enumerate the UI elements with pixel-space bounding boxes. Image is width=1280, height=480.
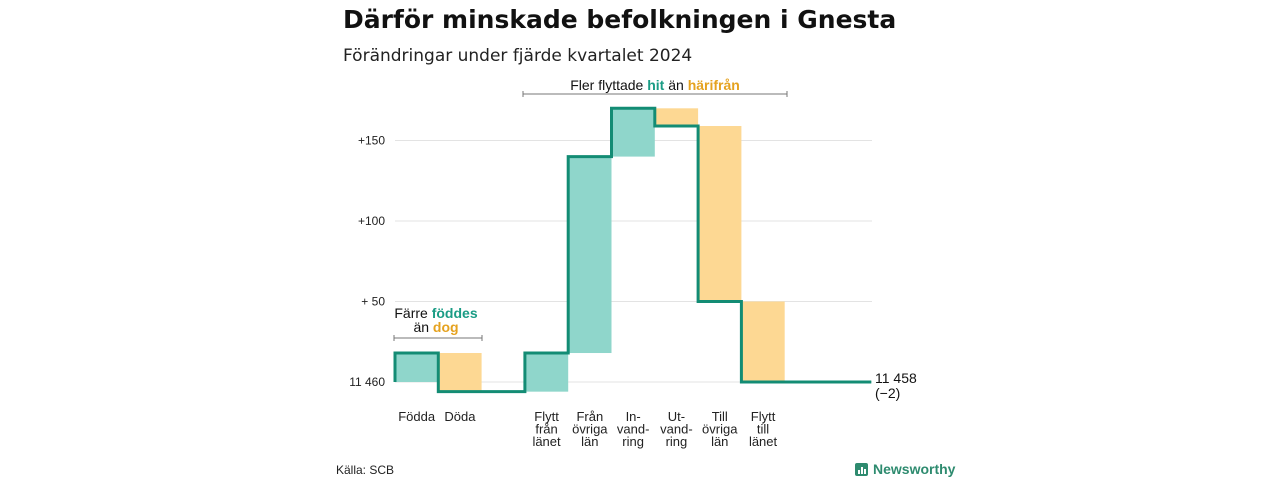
x-label-7-1: övriga — [702, 422, 738, 437]
svg-text:Färre föddes: Färre föddes — [394, 305, 477, 321]
bar-5 — [611, 108, 655, 157]
y-tick-label-0: 11 460 — [349, 375, 385, 389]
annotation-births-text: Färre — [394, 305, 428, 321]
x-axis-labels: Födda Döda FlyttfrånlänetFrånövrigalänIn-v… — [398, 409, 777, 449]
bar-3 — [524, 353, 569, 392]
end-change-label: (−2) — [875, 385, 900, 401]
brand-name: Newsworthy — [873, 461, 956, 477]
gridlines — [395, 140, 872, 383]
x-label-4-1: övriga — [572, 422, 608, 437]
bar-4 — [568, 156, 612, 354]
annotation-migration-than: än — [668, 77, 684, 93]
x-label-4-2: län — [581, 434, 598, 449]
annotation-migration-hit: hit — [647, 77, 664, 93]
cumulative-step-line — [393, 106, 872, 394]
svg-text:Fler flyttade hit: Fler flyttade hit än härifrån — [570, 77, 740, 93]
x-label-3-2: länet — [532, 434, 561, 449]
x-label-6-0: Ut- — [668, 409, 685, 424]
annotation-births-text2: än — [413, 319, 429, 335]
x-label-5-1: vand- — [617, 422, 650, 437]
x-label-7-2: län — [711, 434, 728, 449]
x-label-8-2: länet — [749, 434, 778, 449]
bar-7 — [698, 126, 742, 302]
bars — [395, 108, 785, 392]
annotation-births-highlight: föddes — [432, 305, 478, 321]
x-label-1-0: Döda — [444, 409, 476, 424]
end-value-label: 11 458 — [875, 370, 917, 386]
bar-6 — [654, 108, 699, 127]
x-label-8-1: till — [757, 422, 769, 437]
annotation-births: Färre föddes än dog — [393, 305, 483, 341]
y-tick-label-2: +100 — [358, 214, 385, 228]
annotation-births-highlight2: dog — [433, 319, 459, 335]
x-label-8-0: Flytt — [751, 409, 776, 424]
annotation-migration: Fler flyttade hit än härifrån — [522, 77, 788, 97]
x-label-6-2: ring — [666, 434, 688, 449]
y-axis: 11 460 + 50 +100 +150 — [349, 134, 385, 390]
source-label: Källa: SCB — [336, 463, 394, 477]
bar-1 — [438, 353, 482, 392]
bar-0 — [395, 353, 439, 382]
x-label-0-0: Födda — [398, 409, 436, 424]
annotation-migration-harifran: härifrån — [688, 77, 740, 93]
y-tick-label-3: +150 — [358, 134, 385, 148]
newsworthy-logo: Newsworthy — [855, 461, 956, 477]
svg-text:än dog: än dog — [413, 319, 458, 335]
y-tick-label-1: + 50 — [361, 295, 385, 309]
annotation-migration-text: Fler flyttade — [570, 77, 643, 93]
x-label-3-0: Flytt — [534, 409, 559, 424]
bar-8 — [741, 301, 785, 382]
x-label-5-2: ring — [622, 434, 644, 449]
chart-title: Därför minskade befolkningen i Gnesta — [343, 5, 896, 34]
x-label-5-0: In- — [626, 409, 641, 424]
chart-subtitle: Förändringar under fjärde kvartalet 2024 — [343, 46, 692, 66]
x-label-6-1: vand- — [660, 422, 693, 437]
x-label-4-0: Från — [576, 409, 603, 424]
x-label-3-1: från — [535, 422, 557, 437]
x-label-7-0: Till — [712, 409, 728, 424]
